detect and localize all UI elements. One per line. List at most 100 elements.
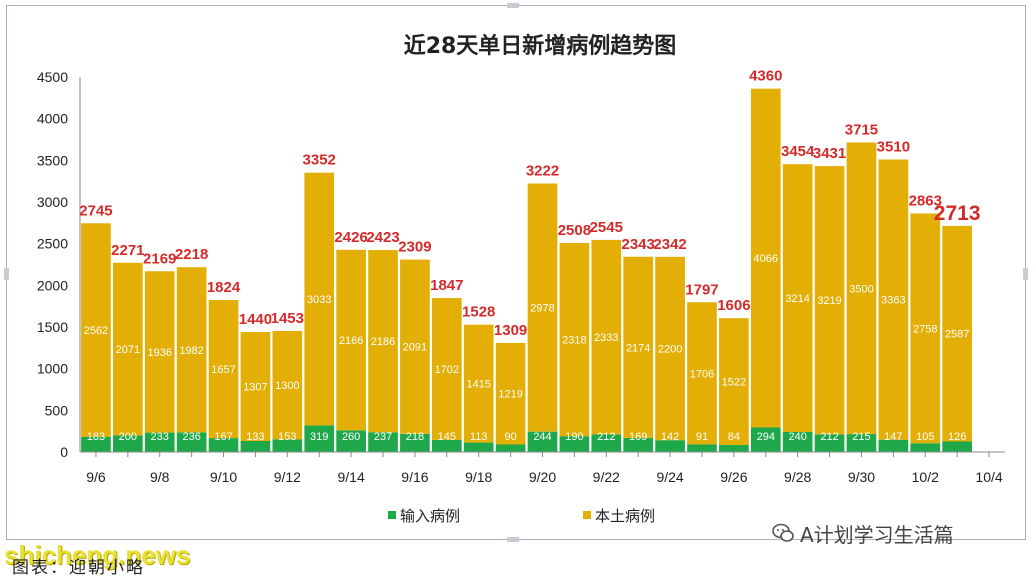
bar-total-label: 1528	[462, 304, 495, 321]
bar-local	[878, 159, 909, 440]
bar-imported-label: 105	[916, 431, 934, 443]
bar-local	[368, 250, 398, 433]
bar-imported	[431, 439, 462, 452]
bar-imported-label: 90	[504, 431, 516, 443]
bar-local	[719, 318, 749, 445]
y-tick-label: 2500	[37, 236, 68, 252]
bar-local-label: 1307	[243, 381, 267, 393]
bar-imported-label: 215	[852, 431, 870, 443]
bar-imported-label: 236	[182, 431, 200, 443]
bars: 183 2562 2745 200 2071 2271 233 1936 2169 236 1982…	[79, 68, 981, 452]
resize-handle-bottom[interactable]	[507, 537, 519, 542]
bar-local	[559, 243, 590, 437]
bar-imported-label: 113	[470, 431, 488, 443]
bar-imported	[144, 432, 175, 452]
bar-total-label: 2169	[143, 250, 176, 267]
bar-imported	[272, 439, 303, 452]
bar-local	[687, 302, 717, 445]
bar-local-label: 3219	[817, 295, 841, 307]
bar-local-label: 1219	[498, 389, 522, 401]
x-tick-label: 10/4	[975, 469, 1002, 485]
bar-local	[942, 225, 972, 442]
resize-handle-left[interactable]	[4, 268, 9, 280]
bar-total-label: 3454	[781, 143, 815, 160]
bar-local	[431, 298, 462, 440]
bar-imported	[942, 441, 972, 452]
bar-imported	[655, 440, 685, 452]
bar-total-label: 3352	[303, 152, 336, 169]
bar-local-label: 1982	[179, 345, 203, 357]
bar-imported	[910, 443, 941, 452]
bar-total-label: 2508	[558, 222, 591, 239]
bar-total-label: 2218	[175, 246, 208, 263]
bar-local	[336, 249, 366, 431]
x-tick-label: 9/26	[720, 469, 747, 485]
bar-imported	[176, 432, 207, 452]
bar-imported	[400, 433, 430, 452]
bar-local-label: 2333	[594, 332, 618, 344]
x-tick-label: 9/12	[274, 469, 301, 485]
bar-imported	[113, 435, 143, 452]
bar-local-label: 2174	[626, 342, 650, 354]
wechat-icon	[772, 523, 794, 542]
bar-imported-label: 233	[151, 431, 169, 443]
bar-imported-label: 212	[597, 431, 615, 443]
bar-imported-label: 169	[629, 431, 647, 443]
bar-total-label: 3510	[877, 139, 910, 156]
bar-local-label: 1706	[690, 368, 714, 380]
bar-local	[814, 166, 845, 435]
bar-total-label: 2426	[334, 229, 367, 246]
wechat-watermark: A计划学习生活篇	[772, 520, 954, 547]
x-tick-label: 9/18	[465, 469, 492, 485]
bar-total-label: 2342	[653, 236, 686, 253]
bar-local	[750, 88, 781, 428]
bar-total-label: 1824	[207, 279, 241, 296]
y-tick-label: 500	[45, 402, 69, 418]
bar-total-label: 1606	[717, 297, 750, 314]
bar-imported	[846, 434, 877, 452]
legend: 输入病例 本土病例	[388, 507, 655, 525]
bar-local	[623, 256, 654, 438]
bar-total-label: 1440	[239, 311, 272, 328]
x-tick-label: 9/24	[656, 469, 683, 485]
bar-imported-label: 237	[374, 431, 392, 443]
watermark-text: A计划学习生活篇	[800, 522, 954, 547]
legend-swatch	[388, 511, 396, 519]
y-tick-label: 1500	[37, 319, 68, 335]
bar-local-label: 2200	[658, 344, 682, 356]
bar-local	[782, 164, 813, 432]
resize-handle-top[interactable]	[507, 3, 519, 8]
bar-total-label: 3715	[845, 121, 878, 138]
bar-local-label: 2186	[371, 336, 395, 348]
bar-local	[208, 300, 239, 439]
bar-imported	[719, 445, 749, 452]
resize-handle-right[interactable]	[1023, 268, 1028, 280]
bar-local	[910, 213, 941, 444]
bar-local	[495, 342, 526, 445]
legend-label: 输入病例	[400, 507, 460, 525]
bar-local-label: 1522	[722, 377, 746, 389]
x-tick-label: 9/20	[529, 469, 556, 485]
bar-local-label: 2166	[339, 335, 363, 347]
bar-total-label: 2271	[111, 242, 144, 259]
bar-local-label: 1415	[466, 379, 490, 391]
bar-imported	[336, 430, 366, 452]
bar-local	[240, 332, 271, 441]
bar-imported-label: 260	[342, 431, 360, 443]
bar-local-label: 1300	[275, 380, 299, 392]
bar-imported-label: 212	[820, 431, 838, 443]
bar-imported	[591, 434, 622, 452]
x-tick-label: 9/16	[401, 469, 428, 485]
bar-imported-label: 153	[278, 431, 296, 443]
bar-imported-label: 240	[788, 431, 806, 443]
bar-imported-label: 126	[948, 431, 966, 443]
bar-local	[81, 223, 111, 437]
bar-imported	[527, 431, 558, 452]
bar-local	[176, 267, 207, 433]
y-axis: 0 500 1000 1500 2000 2500 3000 3500 4000 4500	[37, 69, 81, 460]
bar-imported-label: 200	[119, 431, 137, 443]
bar-total-label: 1847	[430, 277, 463, 294]
bar-total-label: 2745	[79, 202, 112, 219]
bar-local-label: 3363	[881, 295, 905, 307]
legend-label: 本土病例	[595, 507, 655, 525]
